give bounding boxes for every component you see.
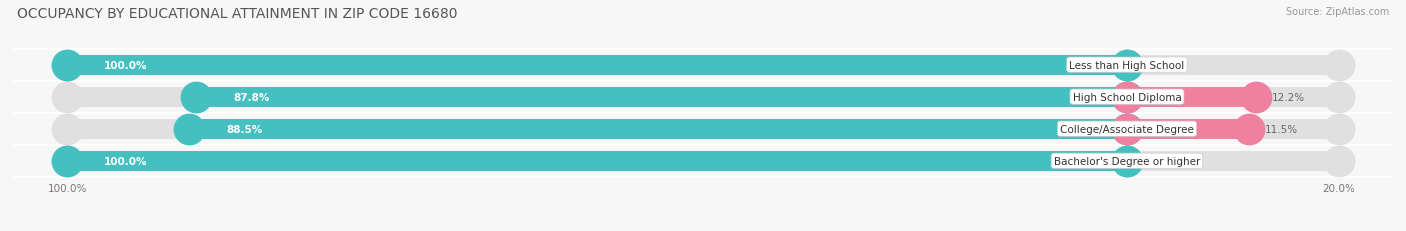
Bar (1128, 87, 1257, 107)
Bar (67, 87, 1128, 107)
Bar (1128, 119, 1249, 139)
Text: 100.0%: 100.0% (104, 60, 148, 70)
Text: 88.5%: 88.5% (226, 124, 263, 134)
Text: OCCUPANCY BY EDUCATIONAL ATTAINMENT IN ZIP CODE 16680: OCCUPANCY BY EDUCATIONAL ATTAINMENT IN Z… (17, 7, 457, 21)
Text: High School Diploma: High School Diploma (1073, 92, 1181, 102)
Text: 12.2%: 12.2% (1272, 92, 1305, 102)
Bar (1128, 87, 1339, 107)
Bar (1128, 55, 1339, 75)
Bar (188, 119, 1128, 139)
Bar (1128, 119, 1339, 139)
Text: 87.8%: 87.8% (233, 92, 270, 102)
Text: Bachelor's Degree or higher: Bachelor's Degree or higher (1053, 156, 1201, 166)
Bar (197, 87, 1128, 107)
Bar (67, 55, 1128, 75)
Text: Less than High School: Less than High School (1070, 60, 1185, 70)
Bar (67, 151, 1128, 171)
Text: 11.5%: 11.5% (1265, 124, 1298, 134)
Text: 0.0%: 0.0% (1143, 156, 1170, 166)
Bar (67, 55, 1128, 75)
Bar (1128, 151, 1339, 171)
Text: 0.0%: 0.0% (1143, 60, 1170, 70)
Text: College/Associate Degree: College/Associate Degree (1060, 124, 1194, 134)
Bar (67, 151, 1128, 171)
Text: Source: ZipAtlas.com: Source: ZipAtlas.com (1285, 7, 1389, 17)
Text: 100.0%: 100.0% (104, 156, 148, 166)
Bar (67, 119, 1128, 139)
